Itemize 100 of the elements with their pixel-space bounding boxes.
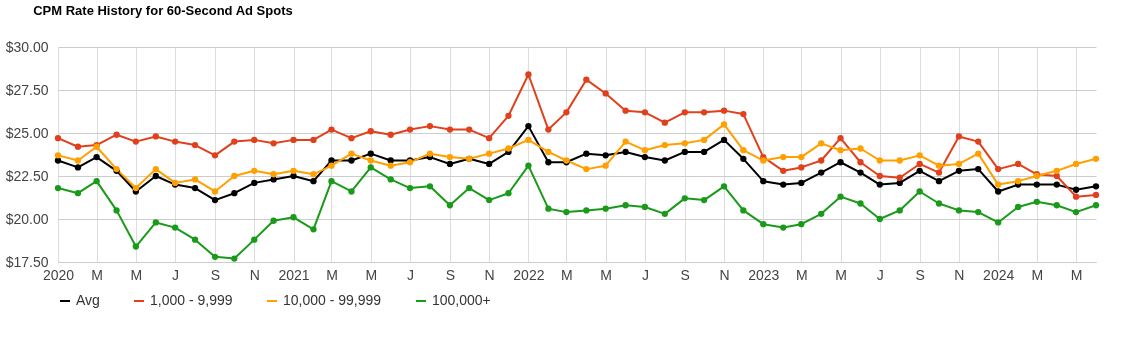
point (367, 128, 374, 135)
point (466, 126, 473, 133)
x-tick-label: 2024 (983, 266, 1015, 283)
point (602, 162, 609, 169)
point (348, 188, 355, 195)
x-tick-label: J (407, 266, 415, 283)
point (132, 138, 140, 145)
point (406, 126, 414, 133)
point (251, 167, 258, 174)
point (857, 145, 864, 152)
point (310, 136, 317, 144)
point (995, 181, 1002, 188)
point (955, 167, 963, 174)
point (876, 172, 883, 180)
point (348, 150, 355, 157)
point (641, 109, 649, 116)
x-tick-label: M (326, 266, 338, 283)
x-tick-label: S (210, 266, 221, 283)
point (54, 152, 62, 159)
point (426, 150, 434, 157)
point (622, 148, 629, 156)
point (1033, 181, 1040, 188)
point (798, 221, 805, 228)
point (740, 155, 747, 162)
point (290, 136, 297, 144)
x-tick-label: 2022 (513, 266, 545, 283)
point (93, 178, 100, 185)
x-tick-label: N (954, 266, 965, 283)
point (328, 178, 335, 185)
point (328, 157, 335, 164)
point (171, 138, 179, 145)
point (426, 122, 434, 130)
y-tick-label: $30.00 (5, 38, 49, 55)
point (1014, 203, 1022, 211)
point (700, 109, 708, 116)
point (700, 196, 708, 204)
point (387, 131, 394, 138)
point (93, 153, 100, 161)
point (955, 160, 963, 168)
point (505, 112, 512, 119)
point (545, 148, 552, 156)
point (935, 200, 943, 207)
y-tick-label: $27.50 (5, 81, 49, 98)
point (446, 202, 454, 209)
point (602, 152, 609, 159)
point (760, 221, 767, 228)
point (191, 236, 199, 243)
point (857, 159, 864, 166)
chart-title: CPM Rate History for 60-Second Ad Spots (33, 3, 293, 18)
point (818, 169, 825, 176)
point (896, 157, 903, 164)
point (837, 135, 844, 142)
point (1072, 160, 1080, 168)
point (74, 164, 82, 171)
point (270, 176, 277, 183)
point (74, 190, 82, 197)
point (251, 236, 258, 243)
point (426, 183, 434, 190)
point (995, 188, 1002, 195)
point (1092, 183, 1100, 190)
point (152, 133, 159, 140)
point (446, 160, 454, 168)
point (760, 157, 767, 164)
point (818, 140, 825, 147)
point (1092, 155, 1100, 162)
point (290, 214, 297, 221)
legend-label: 1,000 - 9,999 (150, 292, 233, 308)
point (525, 162, 532, 169)
x-tick-label: M (1070, 266, 1083, 283)
point (975, 150, 982, 157)
point (975, 165, 982, 173)
x-tick-label: 2021 (278, 266, 310, 283)
point (720, 183, 728, 190)
point (132, 243, 140, 250)
point (348, 157, 355, 164)
point (857, 169, 864, 176)
point (780, 224, 787, 231)
point (681, 148, 688, 156)
point (1053, 181, 1060, 188)
point (545, 205, 552, 212)
x-tick-label: S (680, 266, 690, 283)
point (896, 174, 903, 181)
point (916, 152, 923, 159)
point (152, 219, 159, 226)
point (152, 172, 159, 180)
point (54, 157, 62, 164)
point (446, 153, 454, 161)
point (446, 126, 454, 133)
point (681, 140, 688, 147)
point (486, 150, 493, 157)
point (935, 162, 943, 169)
point (466, 184, 473, 192)
x-tick-label: N (484, 266, 495, 283)
point (955, 133, 963, 140)
point (780, 181, 787, 188)
point (1053, 202, 1060, 209)
point (916, 160, 923, 168)
point (916, 188, 923, 195)
point (876, 157, 883, 164)
point (681, 195, 688, 202)
